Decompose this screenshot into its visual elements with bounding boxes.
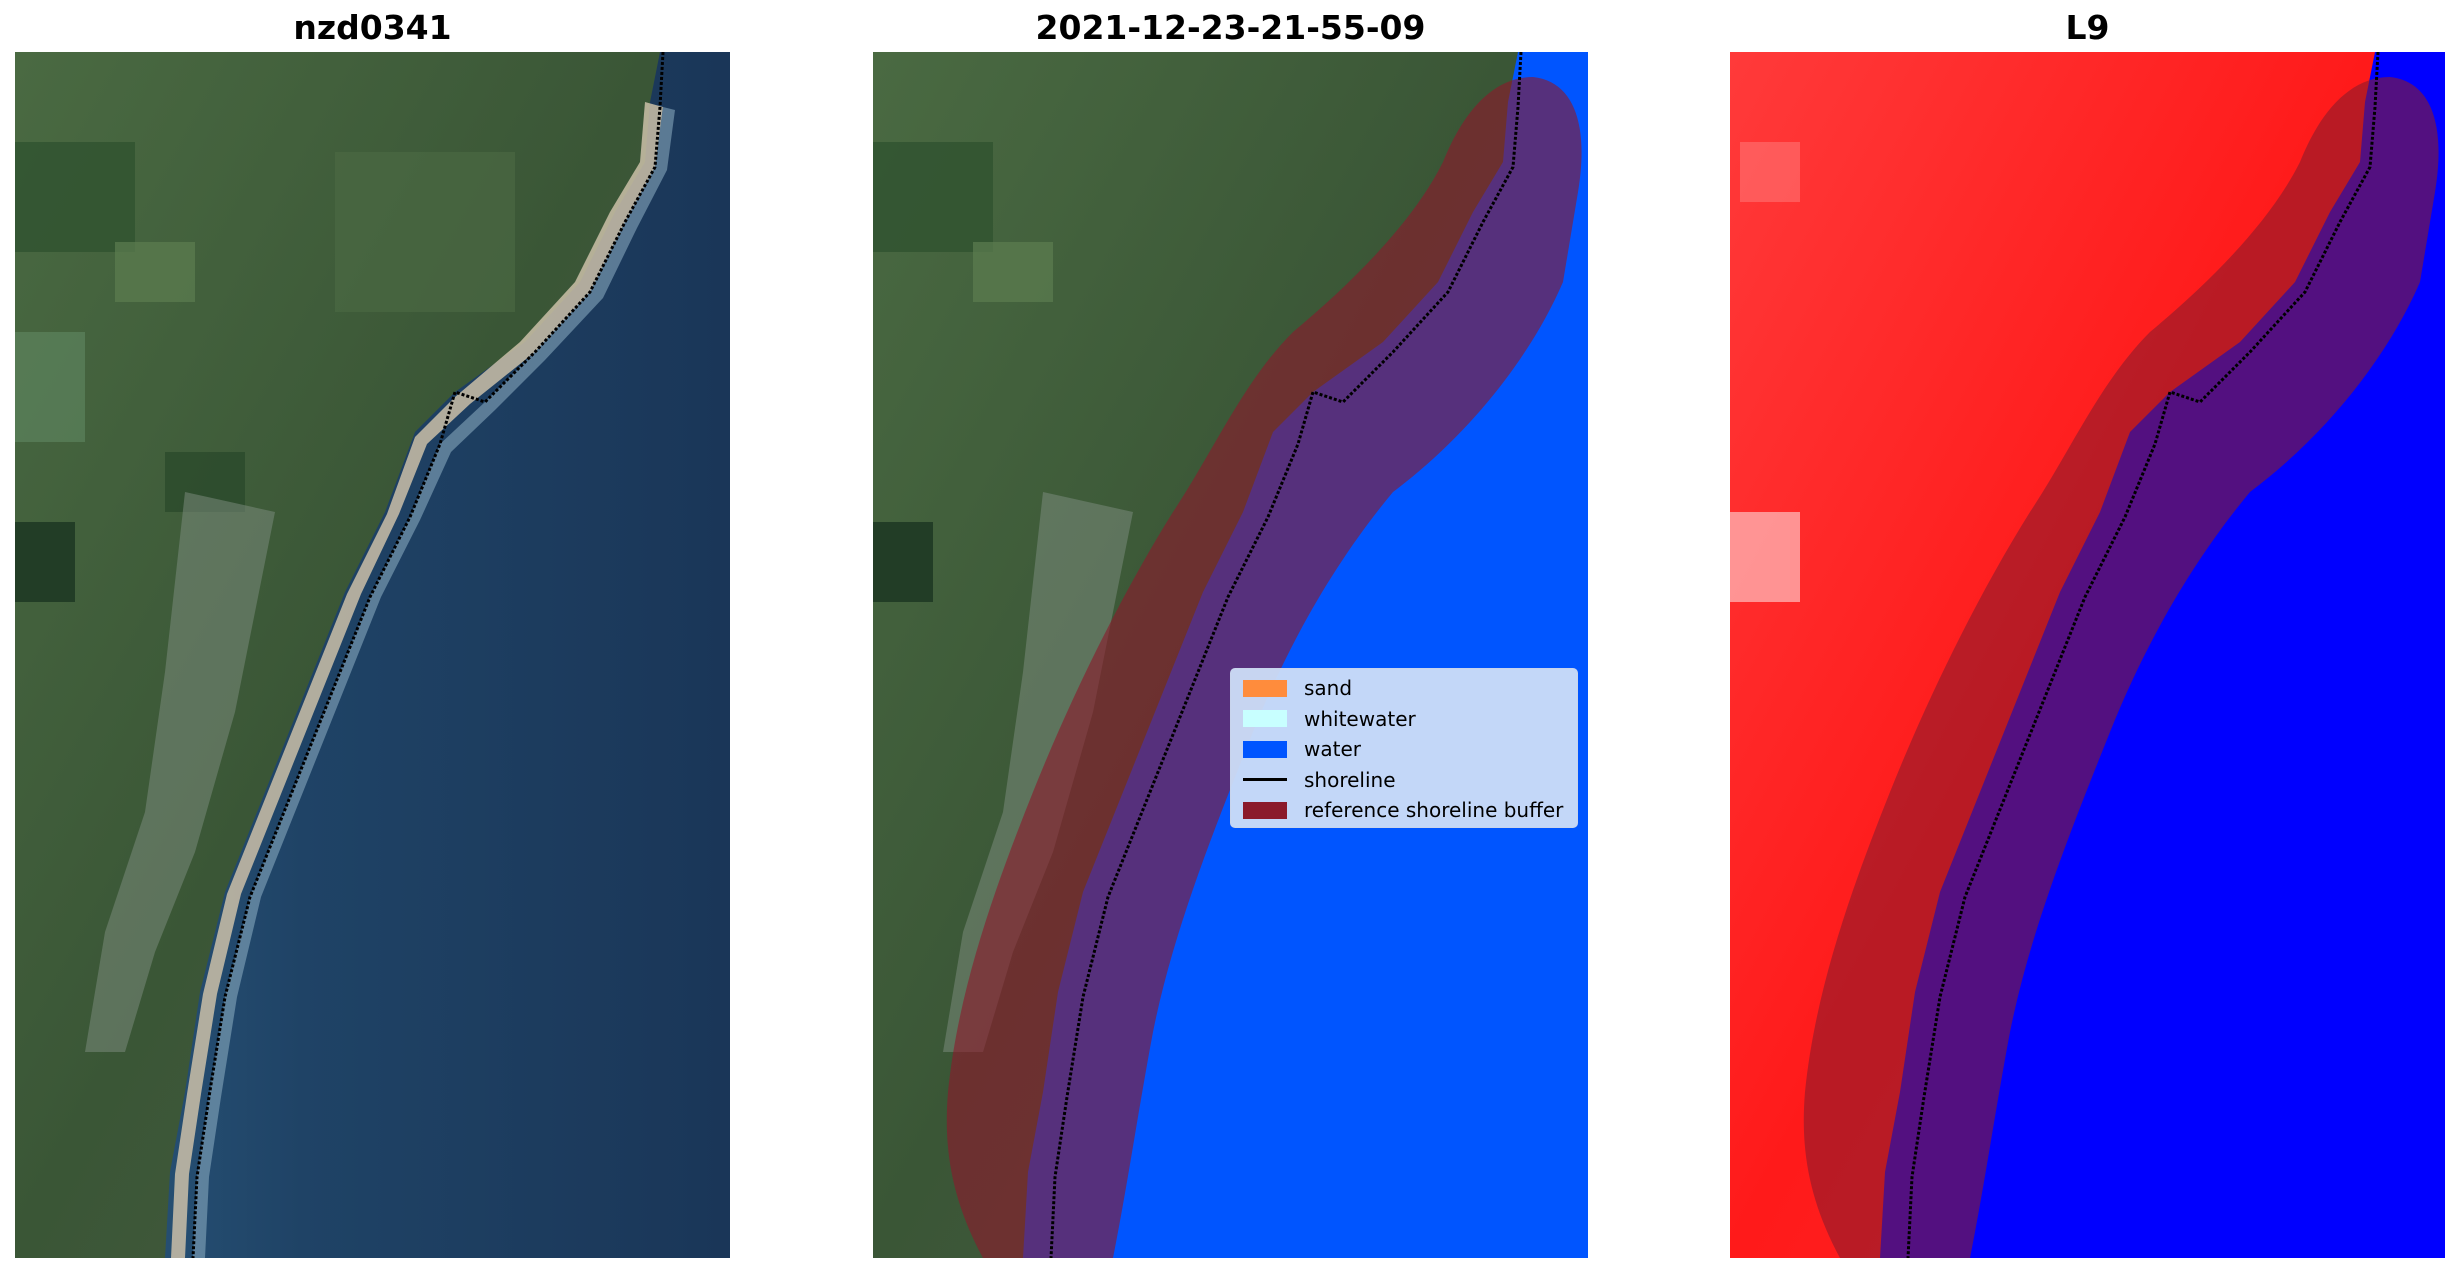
reference-shoreline-buffer	[946, 77, 1582, 1258]
classified-image-panel	[873, 52, 1588, 1258]
reference-shoreline-buffer	[1803, 77, 2439, 1258]
legend-swatch-shoreline	[1243, 778, 1287, 782]
field-patch	[15, 332, 85, 442]
panel-title-rgb: nzd0341	[293, 8, 452, 47]
rgb-image	[15, 52, 730, 1258]
legend-swatch-buffer	[1243, 801, 1287, 819]
map-legend: sand whitewater water shoreline referenc…	[1230, 668, 1578, 828]
legend-item-shoreline: shoreline	[1243, 765, 1565, 796]
legend-label: shoreline	[1304, 767, 1396, 792]
classified-image	[873, 52, 1588, 1258]
index-image-panel	[1730, 52, 2445, 1258]
legend-label: reference shoreline buffer	[1304, 798, 1564, 823]
beach-strip	[171, 102, 663, 1258]
field-patch	[15, 142, 135, 252]
bright-patch	[1740, 142, 1800, 202]
legend-item-water: water	[1243, 734, 1565, 765]
legend-item-buffer: reference shoreline buffer	[1243, 795, 1565, 826]
legend-swatch-whitewater	[1243, 710, 1287, 728]
field-patch	[15, 522, 75, 602]
town-area	[85, 492, 275, 1052]
shoreline-line	[1049, 52, 1523, 1258]
panel-title-index: L9	[2065, 8, 2110, 47]
bright-patch	[1730, 512, 1800, 602]
hillside	[335, 152, 515, 312]
panel-title-classified: 2021-12-23-21-55-09	[1035, 8, 1426, 47]
legend-label: sand	[1304, 676, 1353, 701]
legend-label: whitewater	[1304, 706, 1416, 731]
field-patch	[973, 242, 1053, 302]
field-patch	[873, 142, 993, 252]
index-image	[1730, 52, 2445, 1258]
land-area	[15, 52, 660, 1258]
field-patch	[115, 242, 195, 302]
legend-item-sand: sand	[1243, 673, 1565, 704]
legend-swatch-sand	[1243, 679, 1287, 697]
field-patch	[873, 522, 933, 602]
legend-swatch-water	[1243, 740, 1287, 758]
whitewater-strip	[193, 107, 675, 1258]
rgb-image-panel	[15, 52, 730, 1258]
legend-item-whitewater: whitewater	[1243, 704, 1565, 735]
shoreline-line	[191, 52, 665, 1258]
shoreline-line	[1906, 52, 2380, 1258]
legend-label: water	[1304, 737, 1361, 762]
